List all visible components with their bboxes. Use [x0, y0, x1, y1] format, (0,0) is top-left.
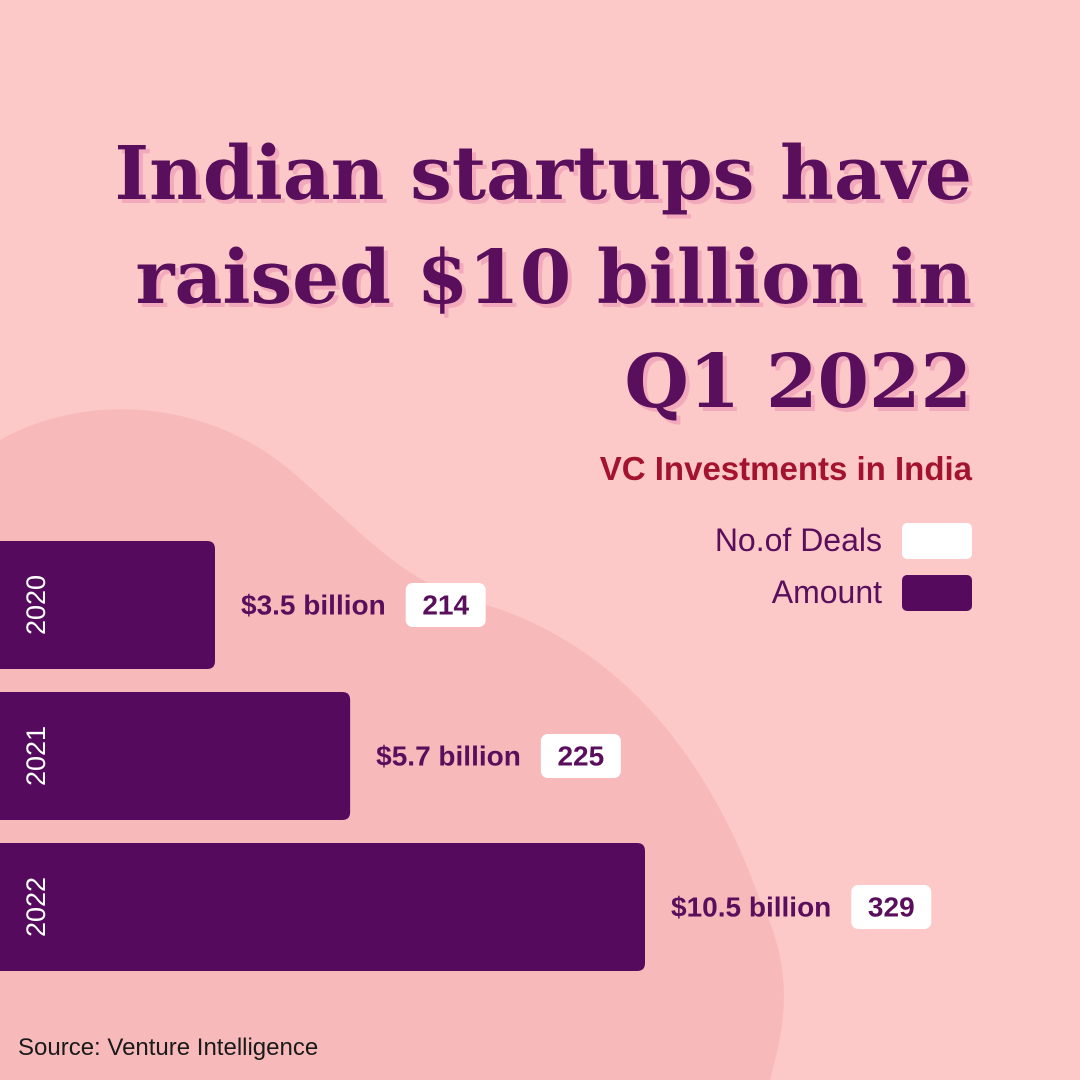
amount-label-2022: $10.5 billion: [671, 892, 831, 923]
deals-label-2020: 214: [422, 590, 469, 621]
deals-label-2022: 329: [868, 892, 915, 923]
deals-badge-2021: [540, 734, 621, 778]
legend-swatch-amount: [902, 574, 972, 611]
chart-title: VC Investments in India: [599, 450, 972, 487]
deals-label-2021: 225: [557, 741, 604, 772]
legend-label-deals: No.of Deals: [714, 522, 882, 558]
legend-swatch-deals: [902, 522, 972, 559]
legend-item-deals: No.of Deals: [715, 522, 972, 559]
deals-badge-2022: [851, 885, 932, 929]
year-label-2022: 2022: [21, 877, 51, 937]
year-label-2021: 2021: [21, 726, 51, 786]
bar-2022: [0, 843, 645, 971]
amount-label-2020: $3.5 billion: [241, 590, 386, 621]
bar-2020: [0, 541, 215, 669]
year-label-2020: 2020: [21, 575, 51, 635]
legend-item-amount: Amount: [772, 574, 972, 611]
deals-badge-2020: [405, 583, 486, 627]
legend-label-amount: Amount: [771, 574, 882, 610]
page-title: Indian startups have raised $10 billion …: [114, 131, 972, 425]
bar-2021: [0, 692, 351, 820]
amount-label-2021: $5.7 billion: [376, 741, 521, 772]
source-note: Source: Venture Intelligence: [18, 1034, 319, 1061]
